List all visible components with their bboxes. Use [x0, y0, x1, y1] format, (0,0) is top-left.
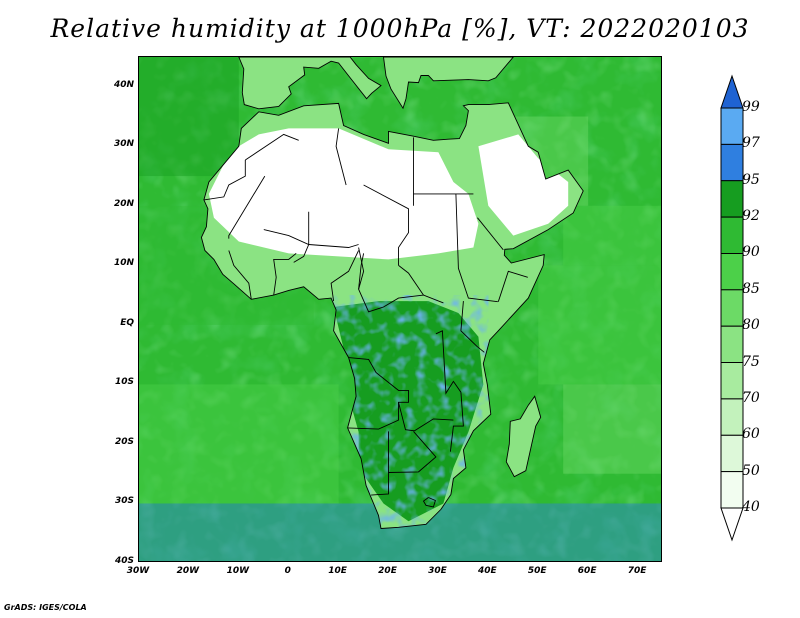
footer-credit: GrADS: IGES/COLA	[4, 603, 87, 612]
colorbar-swatch	[720, 216, 744, 255]
border-line	[363, 184, 409, 266]
colorbar-swatch	[720, 398, 744, 436]
map-panel	[138, 56, 662, 562]
colorbar-level-label: 60	[742, 426, 760, 443]
colorbar-level-label: 40	[742, 499, 760, 515]
colorbar-level-label: 80	[742, 317, 760, 334]
lon-tick-label: 10E	[328, 566, 347, 576]
border-line	[200, 102, 584, 529]
border-line	[273, 253, 297, 296]
map-title: Relative humidity at 1000hPa [%], VT: 20…	[50, 14, 750, 43]
border-line	[422, 497, 436, 508]
colorbar-level-label: 50	[742, 462, 760, 479]
border-line	[293, 211, 310, 263]
humidity-zone	[139, 57, 239, 177]
colorbar-level-label: 85	[742, 280, 760, 297]
border-line	[358, 247, 444, 313]
lon-tick-label: 30E	[428, 566, 447, 576]
lat-tick-label: 20N	[113, 198, 134, 209]
colorbar-swatch	[720, 362, 744, 400]
humidity-zone	[139, 384, 339, 504]
lat-tick-label: 30S	[114, 496, 134, 507]
border-line	[228, 175, 266, 239]
dry-region	[208, 128, 479, 260]
border-line	[398, 265, 424, 296]
lat-tick-label: 40S	[114, 556, 134, 566]
border-line	[460, 301, 485, 353]
colorbar-swatch	[720, 253, 744, 291]
border-line	[358, 253, 365, 290]
humidity-map	[139, 57, 661, 561]
lon-tick-label: 10W	[226, 566, 250, 576]
lon-tick-label: 70E	[627, 566, 647, 576]
colorbar-level-label: 92	[742, 208, 760, 225]
dry-region-arabia	[478, 134, 569, 236]
lat-tick-label: 10S	[114, 377, 134, 388]
border-line	[203, 160, 246, 201]
colorbar-swatch	[720, 434, 744, 473]
lat-tick-label: 10N	[113, 258, 134, 269]
lat-tick-label: 30N	[113, 139, 134, 150]
border-line	[388, 431, 437, 473]
lon-tick-label: 40E	[477, 566, 497, 576]
colorbar-level-label: 97	[742, 135, 760, 152]
border-line	[383, 57, 514, 110]
lon-tick-label: 50E	[527, 566, 547, 576]
colorbar-min-arrow	[720, 507, 744, 542]
colorbar-swatch	[720, 471, 744, 509]
border-line	[245, 133, 299, 161]
border-line	[398, 402, 454, 432]
lat-tick-label: 40N	[113, 79, 134, 90]
lon-tick-label: 60E	[577, 566, 597, 576]
lon-tick-label: 20W	[176, 566, 200, 576]
colorbar-level-label: 90	[742, 244, 760, 261]
colorbar-level-label: 99	[742, 99, 760, 115]
border-line	[497, 270, 528, 302]
colorbar-swatch	[720, 107, 744, 145]
border-line	[371, 472, 389, 496]
lon-tick-label: 20E	[378, 566, 397, 576]
border-line	[477, 217, 504, 251]
colorbar-swatch	[720, 143, 744, 182]
colorbar-swatch	[720, 180, 744, 218]
border-line	[435, 330, 464, 452]
colorbar-level-label: 95	[742, 171, 760, 188]
colorbar-level-label: 70	[742, 389, 760, 406]
border-line	[330, 250, 360, 302]
land-humidity-field	[201, 57, 584, 529]
border-line	[238, 57, 382, 110]
colorbar-swatch	[720, 289, 744, 327]
lat-tick-label: EQ	[120, 317, 134, 328]
colorbar	[720, 74, 744, 542]
humidity-zone	[563, 384, 661, 474]
colorbar-level-label: 75	[742, 353, 760, 370]
border-line	[347, 357, 409, 430]
humidity-zone	[563, 205, 661, 266]
lat-tick-label: 20S	[114, 436, 134, 447]
border-line	[455, 193, 498, 303]
lon-tick-label: 30W	[126, 566, 150, 576]
border-line	[228, 250, 252, 300]
colorbar-swatch	[720, 325, 744, 364]
humidity-zone	[538, 265, 661, 385]
border-line	[335, 128, 347, 186]
lon-tick-label: 0	[284, 566, 291, 576]
colorbar-max-arrow	[720, 74, 744, 109]
country-borders	[200, 57, 584, 529]
border-line	[505, 395, 542, 478]
